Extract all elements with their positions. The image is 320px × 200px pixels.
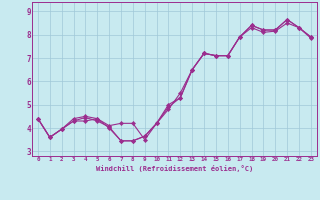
X-axis label: Windchill (Refroidissement éolien,°C): Windchill (Refroidissement éolien,°C) bbox=[96, 165, 253, 172]
